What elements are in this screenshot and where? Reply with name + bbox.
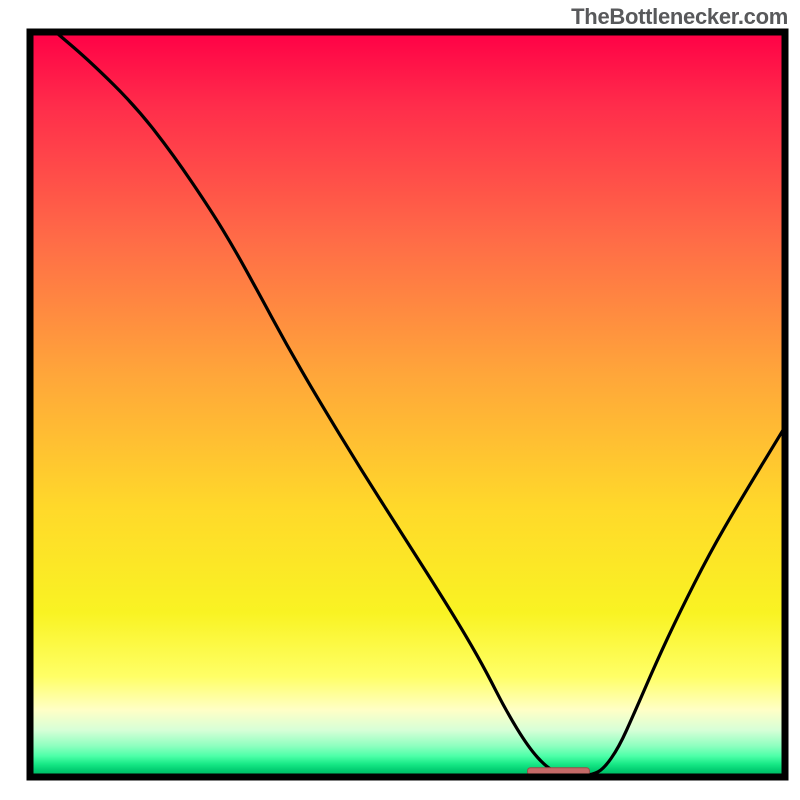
chart-container: TheBottlenecker.com: [0, 0, 800, 800]
bottleneck-chart: [0, 0, 800, 800]
gradient-background: [30, 32, 785, 777]
plot-area: [30, 32, 785, 777]
watermark-text: TheBottlenecker.com: [571, 4, 788, 30]
